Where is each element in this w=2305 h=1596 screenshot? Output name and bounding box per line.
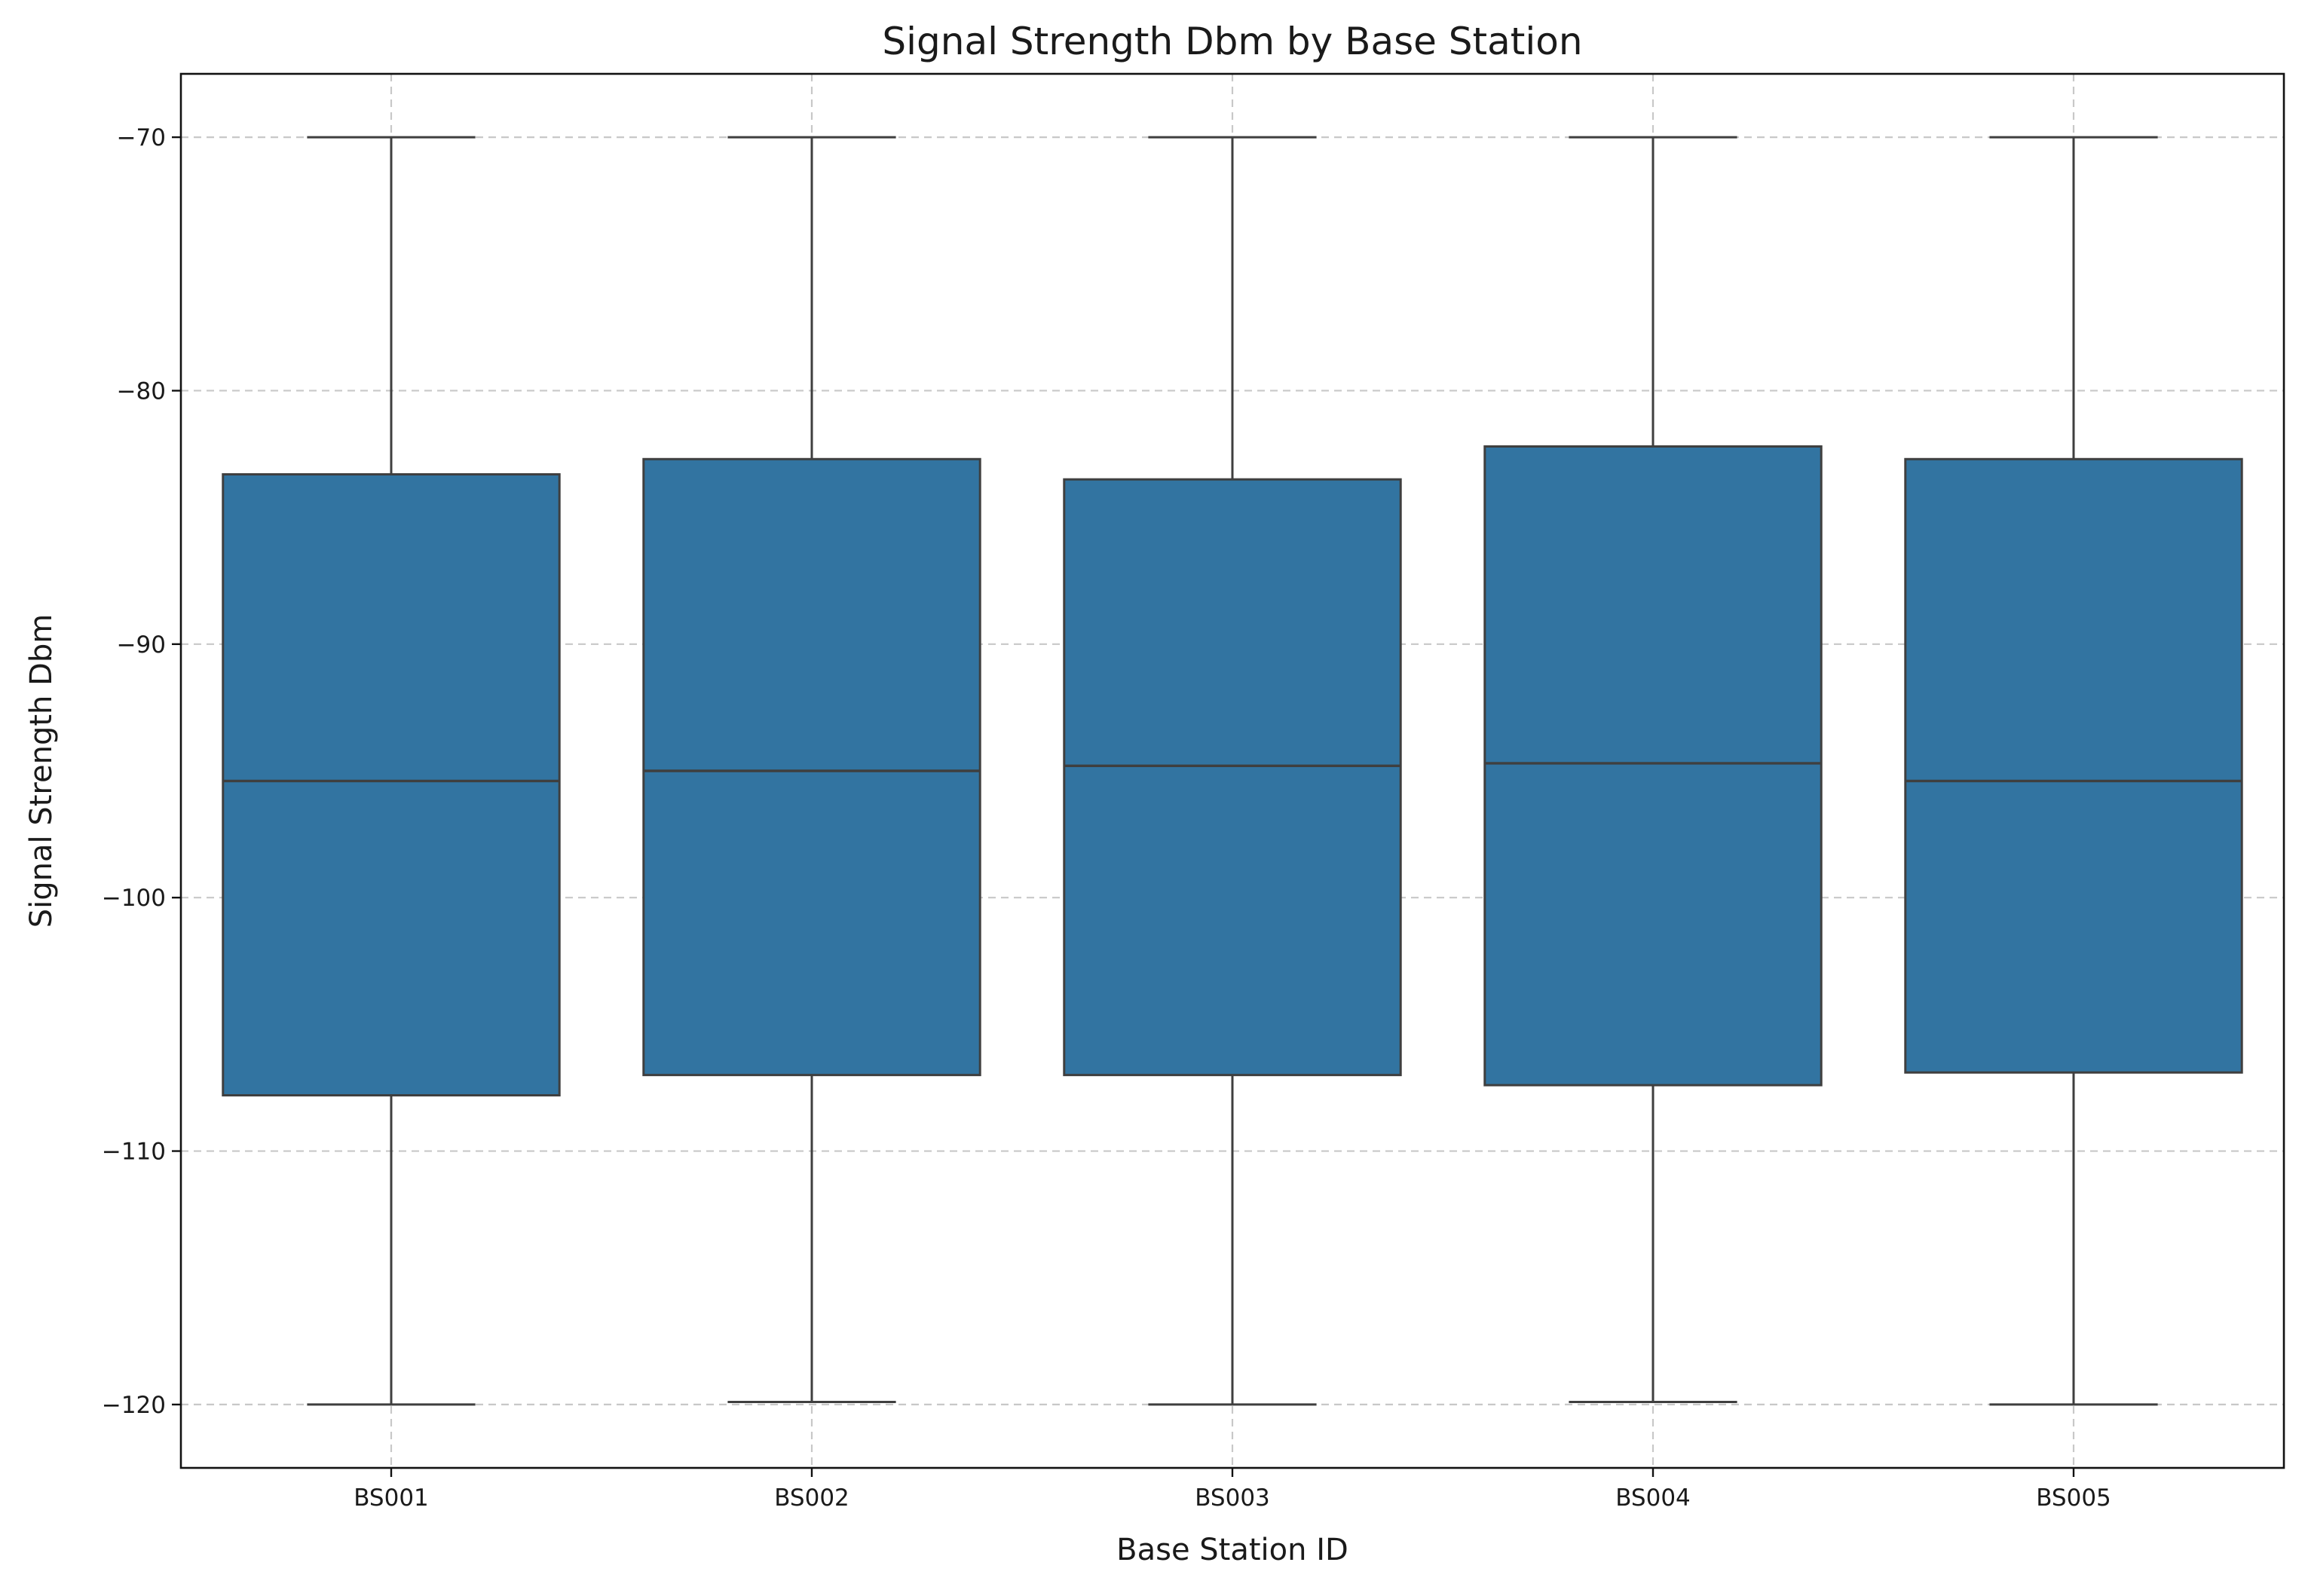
- y-tick-label: −80: [117, 378, 166, 405]
- iqr-box: [642, 457, 981, 1077]
- y-axis-label: Signal Strength Dbm: [24, 614, 59, 928]
- y-tick-label: −90: [117, 631, 166, 659]
- iqr-box: [1904, 457, 2243, 1074]
- iqr-box: [1063, 478, 1402, 1077]
- iqr-box: [222, 472, 561, 1097]
- y-tick-label: −120: [102, 1392, 166, 1419]
- x-tick-label: BS002: [774, 1484, 849, 1512]
- box-bs005: [1904, 136, 2243, 1406]
- x-axis-label: Base Station ID: [1116, 1533, 1348, 1567]
- box-bs002: [642, 136, 981, 1404]
- chart-title: Signal Strength Dbm by Base Station: [882, 20, 1582, 63]
- x-tick-label: BS004: [1615, 1484, 1691, 1512]
- y-tick-label: −100: [102, 885, 166, 912]
- box-bs003: [1063, 136, 1402, 1406]
- iqr-box: [1483, 445, 1823, 1087]
- box-bs001: [222, 136, 561, 1406]
- x-tick-label: BS003: [1195, 1484, 1270, 1512]
- x-tick-label: BS001: [354, 1484, 429, 1512]
- box-bs004: [1483, 136, 1823, 1404]
- box-layer: [222, 136, 2243, 1406]
- y-tick-label: −110: [102, 1139, 166, 1166]
- x-tick-label: BS005: [2036, 1484, 2111, 1512]
- y-tick-label: −70: [117, 124, 166, 151]
- tick-layer: −70 −80 −90 −100 −110 −120 BS001 BS002 BS003 BS00…: [102, 124, 2111, 1512]
